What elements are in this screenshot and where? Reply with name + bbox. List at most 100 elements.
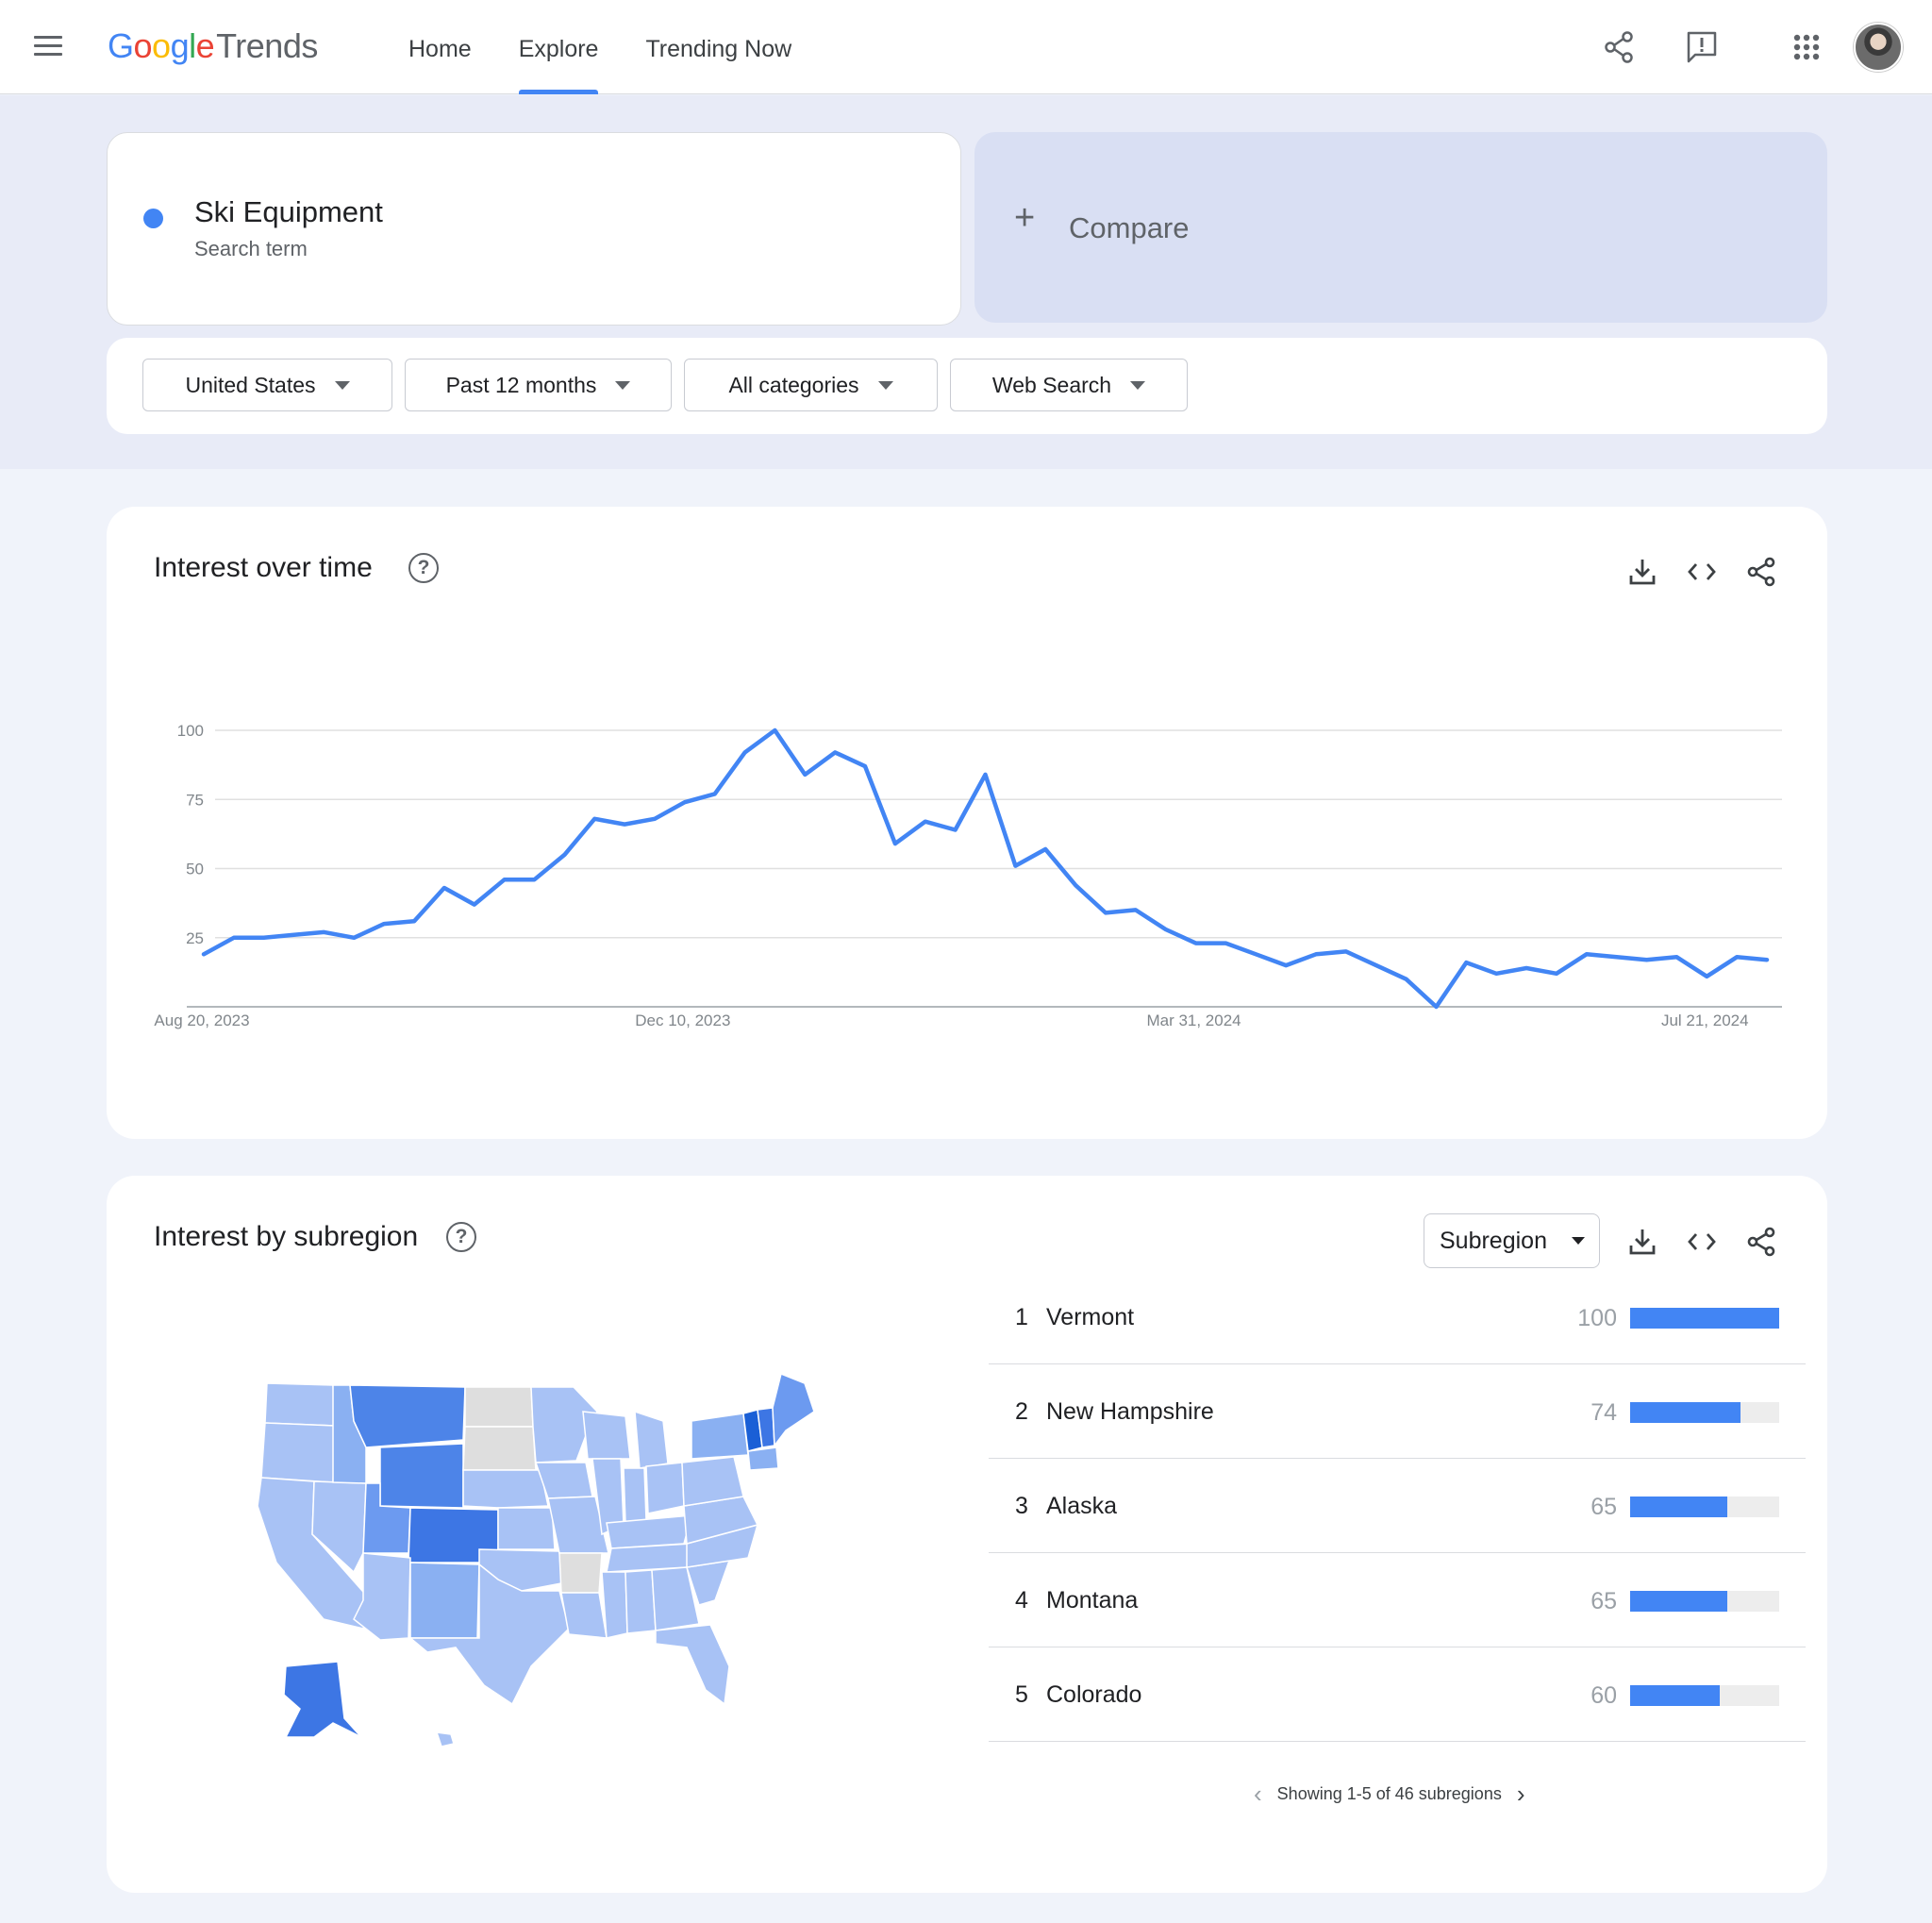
embed-icon[interactable] <box>1685 1225 1719 1259</box>
data-point <box>740 746 751 758</box>
data-point <box>1040 844 1051 855</box>
google-trends-logo[interactable]: GoogleTrends <box>108 26 318 65</box>
map-state-massachusetts[interactable] <box>747 1446 779 1471</box>
subregion-select[interactable]: Subregion <box>1424 1213 1600 1268</box>
map-state-arizona[interactable] <box>353 1552 411 1641</box>
account-avatar[interactable] <box>1854 23 1903 72</box>
help-icon[interactable]: ? <box>408 553 439 583</box>
map-state-mississippi[interactable] <box>601 1571 628 1639</box>
data-point <box>1160 924 1172 935</box>
nav-trending-now[interactable]: Trending Now <box>645 36 792 62</box>
data-point <box>1070 879 1081 891</box>
nav-home[interactable]: Home <box>408 36 472 62</box>
chevron-left-icon[interactable]: ‹ <box>1254 1780 1262 1808</box>
help-icon[interactable]: ? <box>446 1222 476 1252</box>
map-state-kansas[interactable] <box>497 1507 556 1550</box>
map-state-montana[interactable] <box>349 1384 466 1448</box>
share-icon[interactable] <box>1600 28 1638 66</box>
map-state-new-mexico[interactable] <box>409 1562 480 1639</box>
apps-grid-icon[interactable] <box>1788 28 1825 66</box>
subregion-name: Vermont <box>1046 1304 1135 1330</box>
filter-category[interactable]: All categories <box>684 359 938 411</box>
data-point <box>469 899 480 911</box>
map-state-hawaii[interactable] <box>435 1731 455 1747</box>
data-point <box>890 838 901 849</box>
map-state-ohio[interactable] <box>645 1462 685 1514</box>
map-state-georgia[interactable] <box>651 1566 700 1631</box>
value-bar <box>1630 1591 1727 1612</box>
map-state-nebraska[interactable] <box>462 1469 549 1509</box>
map-state-wisconsin[interactable] <box>582 1411 631 1460</box>
list-item[interactable]: 3 Alaska 65 <box>989 1459 1806 1553</box>
data-point <box>1430 1001 1441 1012</box>
map-state-alaska[interactable] <box>283 1661 362 1738</box>
map-state-louisiana[interactable] <box>560 1592 608 1639</box>
x-tick-label: Mar 31, 2024 <box>1146 1012 1241 1029</box>
data-point <box>1521 962 1532 974</box>
x-tick-label: Dec 10, 2023 <box>635 1012 730 1029</box>
subregion-ranking-list: 1 Vermont 100 2 New Hampshire 74 3 Alask… <box>989 1270 1806 1742</box>
value-bar-track <box>1630 1497 1779 1517</box>
data-point <box>378 918 390 929</box>
value-bar-track <box>1630 1685 1779 1706</box>
feedback-icon[interactable] <box>1683 28 1721 66</box>
filter-time[interactable]: Past 12 months <box>405 359 672 411</box>
map-state-pennsylvania[interactable] <box>681 1456 744 1507</box>
map-state-florida[interactable] <box>655 1624 730 1706</box>
list-item[interactable]: 1 Vermont 100 <box>989 1270 1806 1364</box>
subregion-value: 74 <box>1591 1399 1617 1426</box>
map-state-missouri[interactable] <box>547 1496 609 1554</box>
map-state-minnesota[interactable] <box>530 1386 598 1463</box>
data-point <box>1401 974 1412 985</box>
data-point <box>1310 948 1322 960</box>
map-state-michigan[interactable] <box>634 1410 669 1469</box>
chevron-right-icon[interactable]: › <box>1516 1780 1525 1808</box>
map-state-washington[interactable] <box>264 1382 336 1427</box>
x-tick-label: Jul 21, 2024 <box>1661 1012 1749 1029</box>
main-nav: Home Explore Trending Now <box>385 0 815 94</box>
map-state-north-dakota[interactable] <box>464 1386 534 1428</box>
map-state-south-dakota[interactable] <box>462 1426 537 1471</box>
list-item[interactable]: 5 Colorado 60 <box>989 1647 1806 1742</box>
data-point <box>348 932 359 944</box>
pagination: ‹ Showing 1-5 of 46 subregions › <box>1239 1780 1541 1809</box>
data-point <box>258 932 270 944</box>
nav-explore[interactable]: Explore <box>495 0 623 94</box>
data-point <box>1551 968 1562 979</box>
list-item[interactable]: 4 Montana 65 <box>989 1553 1806 1647</box>
filter-bar: United States Past 12 months All categor… <box>107 338 1827 434</box>
search-term-type: Search term <box>194 237 308 260</box>
interest-by-subregion-card: Interest by subregion ? Subregion <box>107 1176 1827 1893</box>
us-subregion-map[interactable] <box>248 1364 927 1780</box>
map-state-alabama[interactable] <box>625 1569 657 1634</box>
rank-number: 2 <box>1015 1398 1028 1425</box>
list-item[interactable]: 2 New Hampshire 74 <box>989 1364 1806 1459</box>
rank-number: 4 <box>1015 1587 1028 1614</box>
download-icon[interactable] <box>1625 1225 1659 1259</box>
filter-search-type[interactable]: Web Search <box>950 359 1188 411</box>
search-term-name[interactable]: Ski Equipment <box>194 195 383 228</box>
data-point <box>499 874 510 885</box>
term-color-dot <box>143 209 163 228</box>
embed-icon[interactable] <box>1685 555 1719 589</box>
map-state-arkansas[interactable] <box>558 1552 603 1594</box>
download-icon[interactable] <box>1625 555 1659 589</box>
map-state-indiana[interactable] <box>623 1467 647 1524</box>
data-point <box>1460 957 1472 968</box>
map-state-wyoming[interactable] <box>379 1443 464 1509</box>
data-point <box>679 796 691 808</box>
map-state-oregon[interactable] <box>260 1422 336 1483</box>
share-icon[interactable] <box>1744 1225 1778 1259</box>
interest-over-time-chart[interactable]: 25 50 75 100 Aug 20, 2023 Dec 10, 2023 Mar 31,… <box>107 507 1827 1139</box>
menu-icon[interactable] <box>34 36 62 59</box>
map-state-maine[interactable] <box>772 1372 815 1448</box>
search-term-card[interactable]: Ski Equipment Search term <box>107 132 961 326</box>
dropdown-arrow-icon <box>1571 1237 1585 1245</box>
data-point <box>1280 960 1291 971</box>
filter-time-label: Past 12 months <box>445 372 597 397</box>
map-state-new-york[interactable] <box>691 1413 749 1460</box>
filter-geo[interactable]: United States <box>142 359 392 411</box>
compare-button[interactable]: + Compare <box>974 132 1827 323</box>
data-point <box>769 725 780 736</box>
share-icon[interactable] <box>1744 555 1778 589</box>
